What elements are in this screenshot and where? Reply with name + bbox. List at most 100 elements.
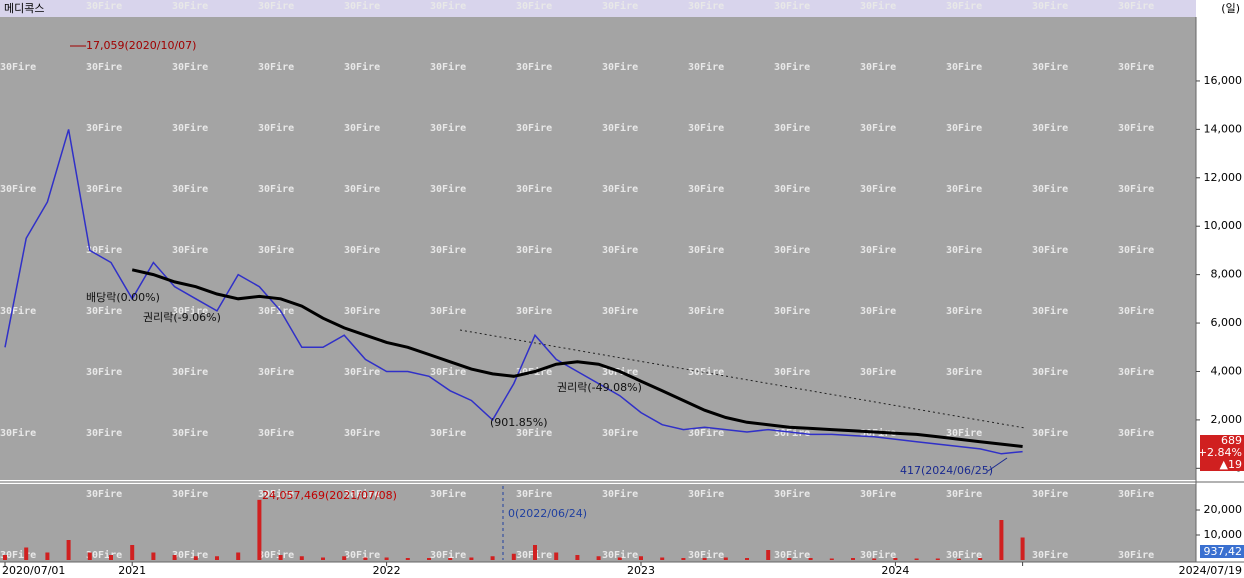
volume-bar [405, 558, 410, 560]
volume-bar [24, 547, 29, 560]
watermark: 30Fire [86, 0, 122, 12]
annotation: 417(2024/06/25) [900, 464, 993, 477]
volume-bar [872, 558, 877, 560]
watermark: 30Fire [688, 61, 724, 73]
watermark: 30Fire [516, 183, 552, 195]
watermark: 30Fire [1032, 61, 1068, 73]
volume-bar [236, 552, 241, 560]
y-tick-label: 2,000 [1211, 413, 1243, 426]
price-panel [0, 17, 1196, 480]
watermark: 30Fire [0, 183, 36, 195]
volume-bar [617, 557, 622, 560]
y-tick-label: 16,000 [1204, 74, 1243, 87]
trend-line [459, 329, 1026, 429]
watermark: 30Fire [258, 366, 294, 378]
watermark: 30Fire [258, 488, 294, 500]
watermark: 30Fire [602, 305, 638, 317]
watermark: 30Fire [602, 0, 638, 12]
watermark: 30Fire [344, 61, 380, 73]
annotation: 권리락(-9.06%) [143, 311, 221, 324]
watermark: 30Fire [946, 122, 982, 134]
watermark: 30Fire [344, 183, 380, 195]
watermark: 30Fire [946, 61, 982, 73]
volume-bar [787, 558, 792, 560]
volume-bar [448, 558, 453, 560]
x-tick-label: 2024 [881, 564, 909, 577]
quote-box [1200, 435, 1244, 471]
volume-bar [469, 557, 474, 560]
watermark: 30Fire [1118, 488, 1154, 500]
watermark: 30Fire [774, 61, 810, 73]
volume-bar [172, 555, 177, 560]
watermark: 30Fire [344, 0, 380, 12]
y-tick-label: 6,000 [1211, 316, 1243, 329]
watermark: 30Fire [430, 366, 466, 378]
watermark: 30Fire [258, 183, 294, 195]
watermark: 30Fire [430, 549, 466, 561]
watermark: 30Fire [774, 122, 810, 134]
watermark: 30Fire [344, 427, 380, 439]
y-tick-label: 14,000 [1204, 122, 1243, 135]
annotation: 배당락(0.00%) [86, 291, 160, 304]
watermark: 30Fire [1118, 244, 1154, 256]
volume-bar [978, 558, 983, 560]
watermark: 30Fire [516, 427, 552, 439]
annotation-leader [987, 457, 1008, 472]
volume-bar [554, 552, 559, 560]
watermark: 30Fire [86, 305, 122, 317]
watermark: 30Fire [688, 183, 724, 195]
watermark: 30Fire [172, 0, 208, 12]
watermark: 30Fire [172, 488, 208, 500]
volume-bar [257, 499, 262, 560]
watermark: 30Fire [258, 61, 294, 73]
volume-bar [321, 557, 325, 560]
x-tick-label: 2023 [627, 564, 655, 577]
watermark: 30Fire [946, 366, 982, 378]
watermark: 30Fire [1118, 0, 1154, 12]
watermark: 30Fire [258, 244, 294, 256]
volume-bar [342, 556, 347, 560]
watermark: 30Fire [172, 183, 208, 195]
annotation: 24,057,469(2021/07/08) [262, 489, 397, 502]
volume-bar [533, 545, 537, 560]
watermark: 30Fire [430, 122, 466, 134]
watermarks: 30Fire 30Fire 30Fire 30Fire 30Fire 30Fire 30Fi… [0, 0, 1154, 561]
volume-bar [745, 558, 749, 560]
watermark: 30Fire [688, 549, 724, 561]
volume-bar [363, 557, 368, 560]
price-line [131, 268, 1023, 448]
watermark: 30Fire [602, 427, 638, 439]
volume-bar [215, 556, 219, 560]
y-tick-label: 10,000 [1204, 528, 1243, 541]
watermark: 30Fire [1118, 122, 1154, 134]
watermark: 30Fire [860, 0, 896, 12]
watermark: 30Fire [344, 244, 380, 256]
volume-bar [935, 558, 940, 560]
volume-bar [45, 552, 50, 560]
title-bar [0, 0, 1196, 17]
watermark: 30Fire [516, 244, 552, 256]
volume-bar [151, 552, 156, 560]
volume-bar [278, 555, 283, 560]
volume-last-label: 937,42 [1204, 545, 1243, 558]
volume-panel [0, 484, 1196, 562]
watermark: 30Fire [172, 549, 208, 561]
watermark: 30Fire [172, 61, 208, 73]
y-tick-label: 12,000 [1204, 171, 1243, 184]
watermark: 30Fire [1032, 122, 1068, 134]
watermark: 30Fire [86, 244, 122, 256]
watermark: 30Fire [430, 488, 466, 500]
watermark: 30Fire [602, 244, 638, 256]
watermark: 30Fire [946, 183, 982, 195]
watermark: 30Fire [1032, 0, 1068, 12]
watermark: 30Fire [516, 305, 552, 317]
volume-bar [87, 552, 92, 560]
watermark: 30Fire [86, 61, 122, 73]
watermark: 30Fire [688, 0, 724, 12]
watermark: 30Fire [860, 183, 896, 195]
watermark: 30Fire [946, 305, 982, 317]
watermark: 30Fire [516, 122, 552, 134]
watermark: 30Fire [0, 305, 36, 317]
watermark: 30Fire [1118, 427, 1154, 439]
watermark: 30Fire [0, 427, 36, 439]
